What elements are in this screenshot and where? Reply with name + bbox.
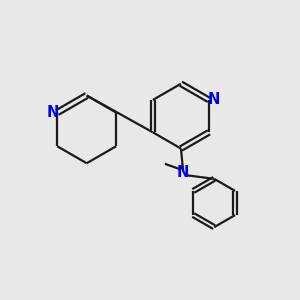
Text: N: N (208, 92, 220, 107)
Text: N: N (46, 105, 59, 120)
Text: N: N (177, 165, 190, 180)
